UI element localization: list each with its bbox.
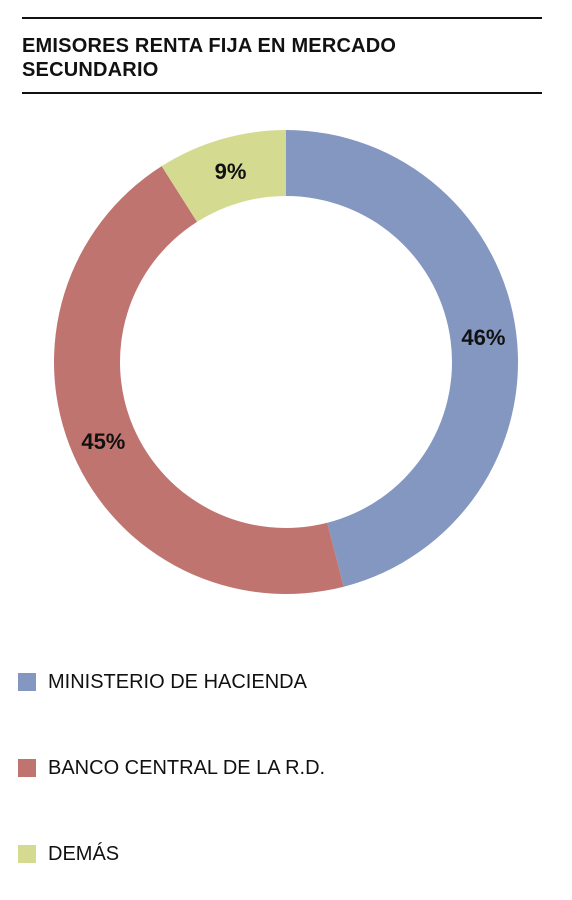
chart-title: EMISORES RENTA FIJA EN MERCADO SECUNDARI…	[22, 35, 397, 81]
slice-label-ministerio-hacienda: 46%	[461, 325, 505, 350]
title-bottom-rule	[22, 92, 542, 94]
slice-label-demas: 9%	[215, 159, 247, 184]
legend-swatch	[18, 845, 36, 863]
legend-swatch	[18, 759, 36, 777]
donut-chart: 46% 45% 9%	[54, 130, 518, 594]
legend-item-demas: DEMÁS	[18, 841, 119, 867]
slice-ministerio-hacienda	[286, 130, 518, 587]
legend-swatch	[18, 673, 36, 691]
legend-label: MINISTERIO DE HACIENDA	[48, 671, 307, 693]
legend-item-ministerio: MINISTERIO DE HACIENDA	[18, 669, 307, 695]
slice-label-banco-central: 45%	[81, 429, 125, 454]
legend-item-banco-central: BANCO CENTRAL DE LA R.D.	[18, 755, 325, 781]
slice-demas	[161, 130, 286, 222]
legend-label: DEMÁS	[48, 843, 120, 865]
slice-banco-central	[54, 166, 344, 594]
title-top-rule	[22, 17, 542, 19]
legend-label: BANCO CENTRAL DE LA R.D.	[48, 757, 326, 779]
